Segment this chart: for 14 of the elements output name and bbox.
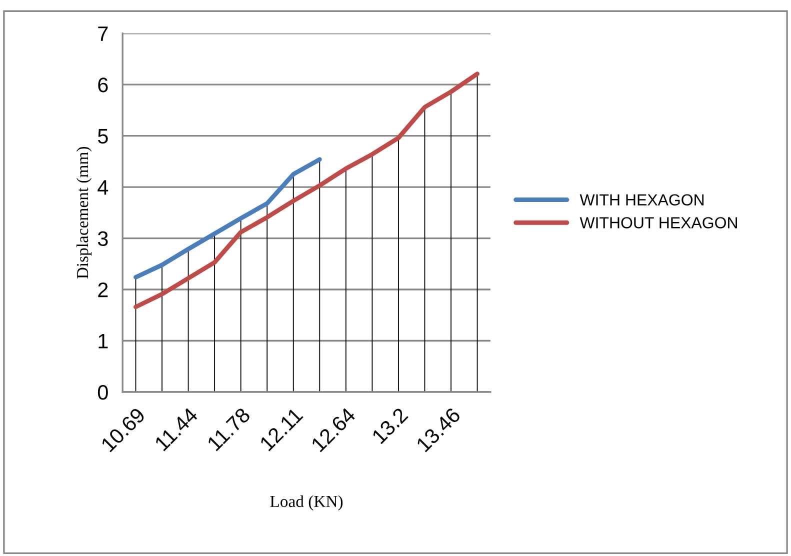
y-tick-label: 3 bbox=[98, 231, 108, 246]
y-tick-label: 4 bbox=[98, 180, 108, 195]
y-tick-label: 1 bbox=[98, 334, 108, 348]
x-axis-title: Load (KN) bbox=[270, 495, 343, 510]
y-tick-label: 7 bbox=[98, 26, 108, 41]
y-axis-title: Displacement (mm) bbox=[76, 146, 92, 279]
line-series bbox=[134, 72, 480, 310]
y-tick-label: 2 bbox=[98, 282, 108, 298]
y-tick-label: 0 bbox=[98, 384, 108, 400]
line-series bbox=[134, 157, 322, 280]
y-tick-label: 6 bbox=[98, 78, 108, 92]
legend-label: WITHOUT HEXAGON bbox=[580, 217, 737, 228]
legend-label: WITH HEXAGON bbox=[580, 194, 704, 206]
y-tick-label: 5 bbox=[98, 129, 108, 144]
